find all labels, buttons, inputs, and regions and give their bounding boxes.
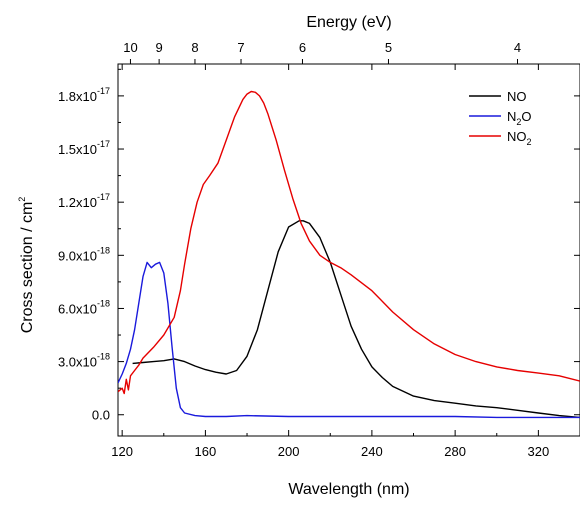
energy-tick-label: 4 — [514, 40, 521, 55]
y-axis-title-superscript: 2 — [17, 197, 27, 202]
y-tick-label: 3.0x10-18 — [58, 352, 110, 370]
series-line-no2 — [118, 90, 580, 395]
energy-tick-label: 10 — [123, 40, 137, 55]
legend-label-n2o: N2O — [507, 109, 532, 127]
y-tick-label: 9.0x10-18 — [58, 245, 110, 263]
legend-label-no: NO — [507, 89, 527, 104]
y-tick-label: 1.8x10-17 — [58, 86, 110, 104]
energy-tick-label: 6 — [299, 40, 306, 55]
series-group — [118, 90, 580, 419]
top-axis-title: Energy (eV) — [306, 14, 391, 31]
svg-text:Cross section / cm2: Cross section / cm2 — [17, 197, 36, 334]
y-axis-title: Cross section / cm — [19, 202, 36, 334]
energy-tick-label: 8 — [191, 40, 198, 55]
y-tick-label: 1.2x10-17 — [58, 192, 110, 210]
series-line-no — [132, 220, 580, 419]
x-tick-label: 160 — [195, 444, 217, 459]
plot-frame — [117, 63, 580, 437]
y-tick-label: 6.0x10-18 — [58, 298, 110, 316]
x-tick-label: 200 — [278, 444, 300, 459]
y-axis-title-group: Cross section / cm2 — [17, 197, 36, 334]
x-tick-label: 320 — [528, 444, 550, 459]
x-tick-label: 120 — [111, 444, 133, 459]
x-tick-label: 240 — [361, 444, 383, 459]
energy-tick-label: 5 — [385, 40, 392, 55]
energy-tick-label: 9 — [156, 40, 163, 55]
energy-tick-label: 7 — [237, 40, 244, 55]
series-line-n2o — [118, 261, 580, 419]
x-tick-label: 280 — [444, 444, 466, 459]
y-tick-label: 0.0 — [92, 408, 110, 423]
y-tick-label: 1.5x10-17 — [58, 139, 110, 157]
x-axis-title: Wavelength (nm) — [288, 481, 409, 498]
plot-area: 120 160 200 240 280 320 10 9 8 7 6 5 4 0.0 3.0x10-18 6.… — [58, 40, 580, 459]
legend-label-no2: NO2 — [507, 129, 532, 147]
